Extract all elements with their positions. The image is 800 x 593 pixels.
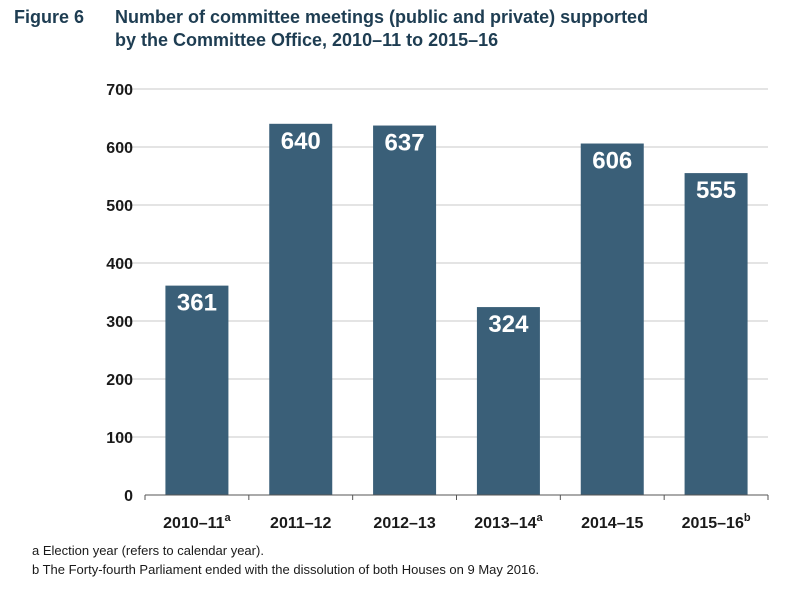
data-label: 606: [592, 148, 632, 175]
figure-title-line-2: by the Committee Office, 2010–11 to 2015…: [115, 30, 499, 50]
x-tick-superscript: b: [744, 512, 751, 524]
figure-title-line-1: Number of committee meetings (public and…: [115, 7, 649, 27]
y-tick-label: 600: [106, 140, 133, 157]
bar: [476, 307, 540, 495]
x-tick-label: 2013–14a: [474, 512, 543, 532]
x-tick-label: 2011–12: [270, 515, 332, 532]
x-tick-label: 2010–11a: [163, 512, 231, 532]
bar: [373, 125, 437, 495]
figure-number: Figure 6: [14, 7, 85, 27]
footnote-a: a Election year (refers to calendar year…: [32, 543, 264, 558]
x-tick-superscript: a: [225, 512, 232, 524]
y-tick-label: 300: [106, 314, 133, 331]
data-label: 640: [281, 128, 321, 155]
y-tick-label: 500: [106, 198, 133, 215]
x-tick-label: 2015–16b: [682, 512, 751, 532]
data-label: 555: [696, 177, 736, 204]
footnote-b: b The Forty-fourth Parliament ended with…: [32, 562, 540, 577]
y-tick-label: 100: [106, 430, 133, 447]
x-tick-label: 2012–13: [373, 515, 435, 532]
bar: [269, 123, 333, 496]
y-tick-label: 0: [124, 488, 133, 505]
y-tick-label: 700: [106, 82, 133, 99]
footnotes: a Election year (refers to calendar year…: [32, 541, 539, 579]
data-label: 361: [177, 290, 217, 317]
data-label: 637: [385, 130, 425, 157]
bar: [165, 285, 229, 495]
bar: [684, 173, 748, 495]
data-label: 324: [488, 311, 529, 338]
x-tick-superscript: a: [537, 512, 544, 524]
bar: [580, 143, 644, 495]
x-tick-label: 2014–15: [581, 515, 643, 532]
y-tick-label: 400: [106, 256, 133, 273]
y-tick-label: 200: [106, 372, 133, 389]
